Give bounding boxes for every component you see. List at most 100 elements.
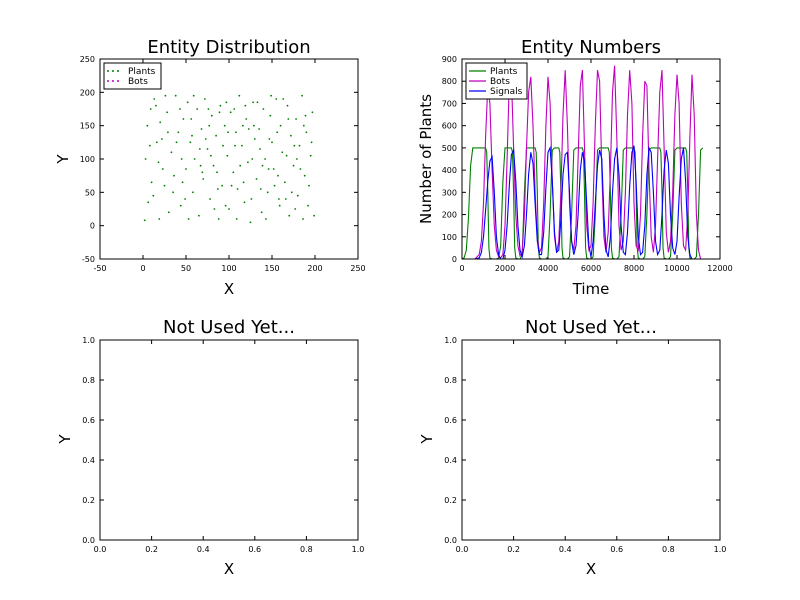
x-tick-label: 0 — [459, 264, 464, 273]
scatter-point-plants — [182, 118, 185, 120]
scatter-point-plants — [244, 104, 247, 107]
scatter-point-plants — [304, 114, 307, 117]
scatter-point-plants — [305, 131, 308, 134]
legend-marker — [117, 70, 119, 72]
x-tick-label: 0.6 — [248, 545, 261, 554]
tick-layer: 0 2000 4000 6000 8000 10000 12000 0 100 200 300 400… — [442, 55, 733, 273]
scatter-point-plants — [309, 154, 312, 157]
scatter-point-plants — [299, 168, 302, 170]
legend-marker — [112, 70, 114, 72]
scatter-point-plants — [143, 219, 146, 222]
scatter-point-plants — [146, 124, 149, 127]
scatter-point-plants — [247, 161, 249, 164]
scatter-point-plants — [234, 144, 236, 147]
scatter-point-plants — [202, 178, 205, 180]
scatter-point-plants — [302, 124, 305, 127]
scatter-point-plants — [209, 198, 212, 200]
scatter-point-plants — [241, 124, 244, 127]
scatter-point-plants — [218, 111, 221, 114]
tick-layer: -50 0 50 100 150 200 250 -50 0 50 100 150 200 250 — [80, 55, 366, 273]
scatter-point-plants — [261, 164, 264, 167]
scatter-point-plants — [227, 131, 230, 134]
scatter-point-plants — [179, 108, 181, 110]
subplot-not-used-right: Not Used Yet... X Y 0.0 0.2 0.4 0.6 0.8 1.00.… — [418, 317, 726, 578]
scatter-point-plants — [210, 154, 212, 157]
y-tick-label: 600 — [442, 122, 457, 131]
scatter-point-plants — [224, 204, 227, 207]
scatter-point-plants — [302, 218, 304, 220]
axes-frame — [461, 58, 721, 260]
scatter-point-plants — [204, 138, 207, 140]
x-tick-label: 200 — [307, 264, 322, 273]
legend-label: Signals — [490, 87, 523, 97]
scatter-point-plants — [210, 114, 213, 117]
scatter-point-plants — [179, 204, 182, 207]
subplot-entity-numbers: Entity Numbers Time Number of Plants 0 20… — [417, 37, 733, 298]
scatter-point-plants — [191, 134, 193, 137]
scatter-point-plants — [164, 94, 167, 97]
scatter-point-plants — [277, 174, 279, 177]
y-tick-label: 0 — [452, 255, 457, 264]
scatter-point-plants — [200, 128, 203, 130]
scatter-point-plants — [270, 94, 272, 97]
scatter-point-plants — [238, 94, 241, 97]
y-tick-label: 100 — [442, 233, 457, 242]
scatter-point-plants — [149, 144, 151, 147]
x-tick-label: 0.0 — [456, 545, 469, 554]
scatter-point-plants — [292, 164, 295, 167]
scatter-point-plants — [152, 194, 155, 197]
x-tick-label: 8000 — [624, 264, 644, 273]
scatter-point-plants — [208, 124, 211, 127]
legend-marker — [112, 80, 114, 82]
scatter-point-plants — [295, 118, 297, 120]
y-tick-label: 900 — [442, 55, 457, 64]
scatter-point-plants — [199, 164, 202, 167]
scatter-point-plants — [222, 144, 224, 147]
y-tick-label: 300 — [442, 188, 457, 197]
x-tick-label: 0.2 — [145, 545, 158, 554]
scatter-point-plants — [235, 218, 238, 220]
x-tick-label: 10000 — [664, 264, 689, 273]
axes-frame — [461, 339, 721, 541]
scatter-point-plants — [294, 208, 297, 210]
scatter-point-plants — [217, 218, 220, 220]
scatter-point-plants — [150, 181, 153, 184]
scatter-point-plants — [259, 188, 262, 190]
scatter-point-plants — [276, 131, 279, 134]
scatter-point-plants — [293, 144, 296, 147]
x-tick-label: 0.8 — [300, 545, 313, 554]
scatter-point-plants — [303, 174, 306, 177]
scatter-point-plants — [192, 94, 195, 97]
scatter-point-plants — [247, 128, 250, 130]
scatter-point-plants — [264, 158, 266, 160]
scatter-point-plants — [167, 131, 169, 134]
scatter-point-plants — [298, 144, 301, 147]
y-tick-label: 1.0 — [444, 336, 457, 345]
scatter-point-plants — [163, 184, 166, 187]
scatter-point-plants — [301, 94, 303, 97]
x-tick-label: 0.6 — [610, 545, 623, 554]
scatter-point-plants — [313, 214, 315, 217]
legend-label: Plants — [490, 67, 518, 77]
scatter-point-plants — [273, 184, 276, 187]
legend-label: Plants — [128, 67, 156, 77]
y-tick-label: 800 — [442, 77, 457, 86]
scatter-point-plants — [271, 141, 273, 144]
y-tick-label: 0.6 — [444, 416, 457, 425]
y-tick-label: 700 — [442, 99, 457, 108]
scatter-point-plants — [186, 101, 189, 104]
scatter-point-plants — [281, 151, 284, 154]
scatter-point-plants — [296, 158, 298, 160]
subplot-title: Entity Distribution — [147, 37, 310, 58]
scatter-point-plants — [221, 184, 224, 187]
subplot-entity-distribution: Entity Distribution X Y -50 0 50 100 150 200 2… — [54, 37, 366, 298]
scatter-point-plants — [175, 141, 178, 144]
scatter-point-plants — [259, 148, 261, 150]
x-tick-label: 12000 — [707, 264, 732, 273]
x-tick-label: 1.0 — [714, 545, 727, 554]
x-axis-label: X — [224, 560, 234, 578]
scatter-point-plants — [235, 131, 237, 134]
scatter-point-plants — [198, 214, 200, 217]
